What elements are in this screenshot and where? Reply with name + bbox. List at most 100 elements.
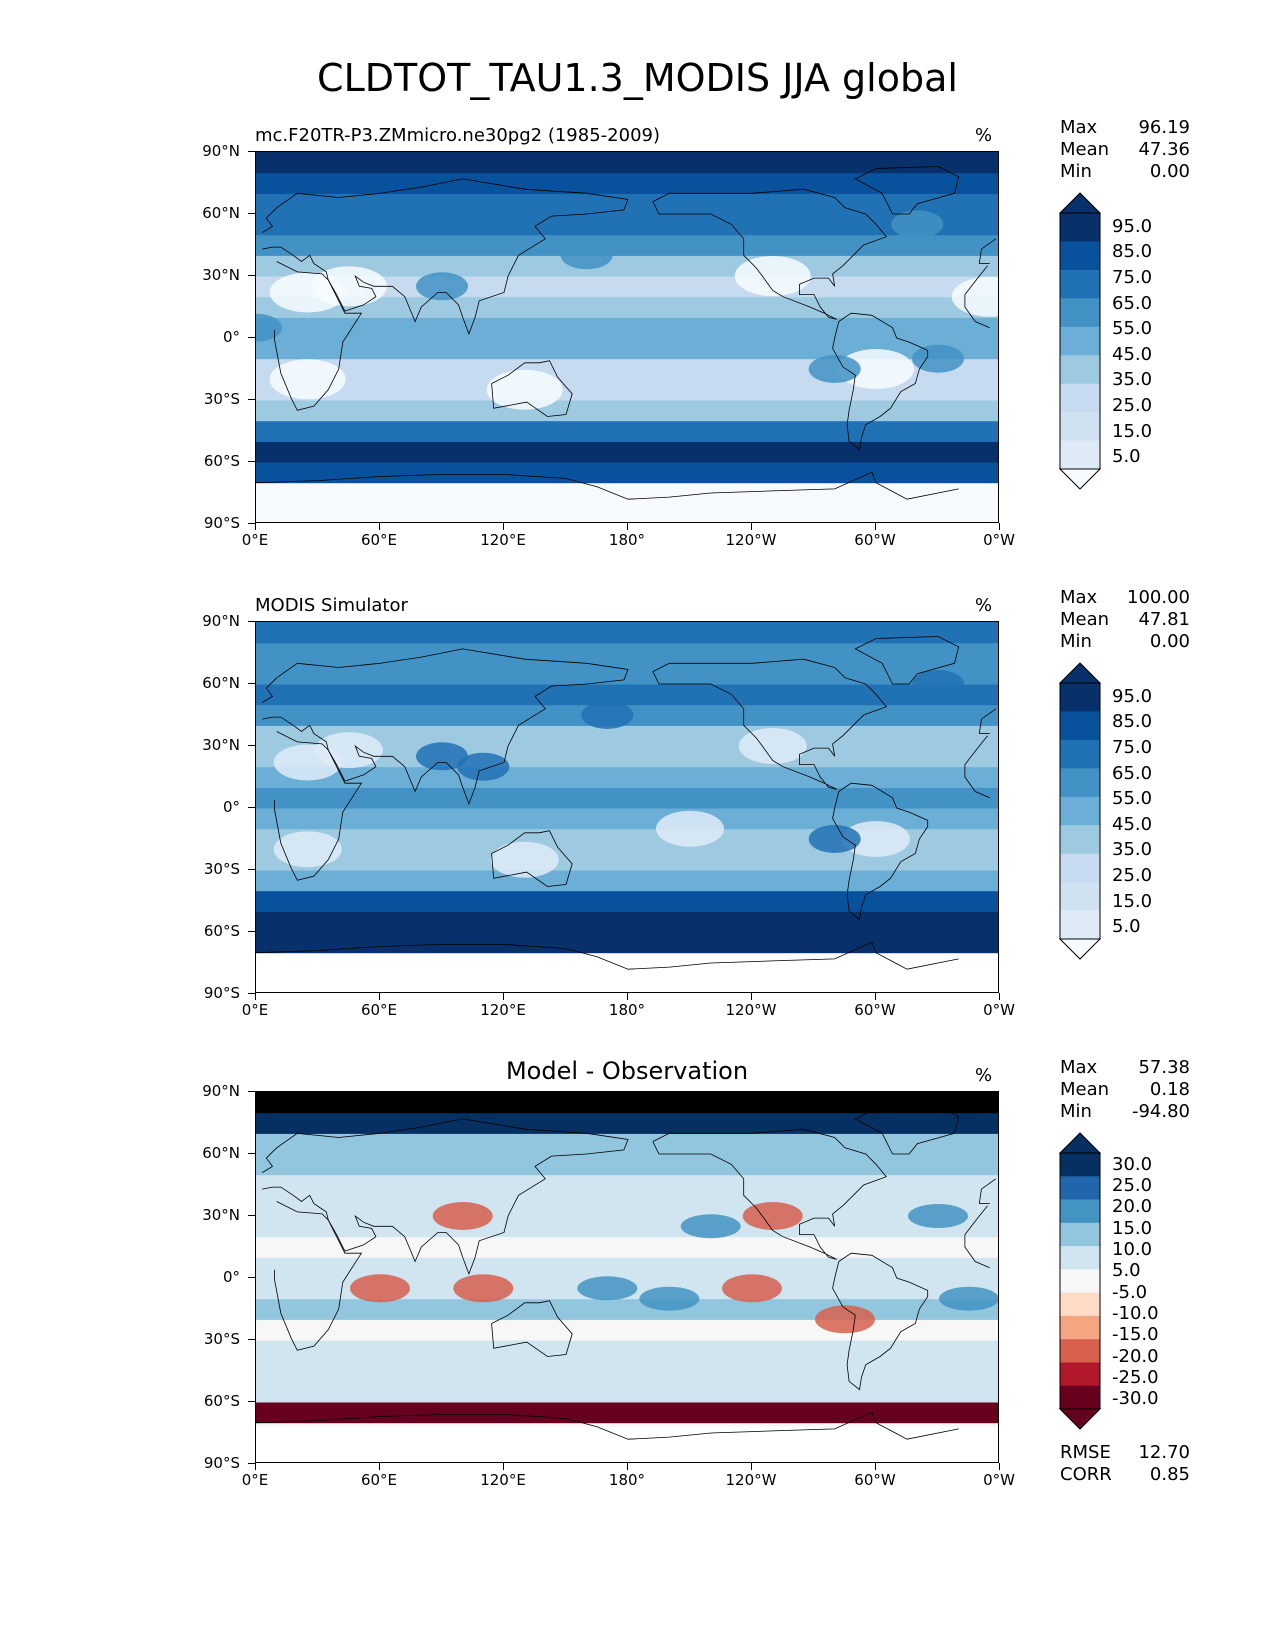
rmse-value: 12.70 xyxy=(1138,1442,1190,1463)
colorbar-segment xyxy=(1060,412,1100,441)
corr-label: CORR xyxy=(1060,1464,1112,1485)
cloudy-region xyxy=(808,825,861,853)
colorbar-segment xyxy=(1060,269,1100,299)
clear-sky-region xyxy=(486,369,563,410)
y-tick-mark xyxy=(248,931,255,932)
stat-min: 0.00 xyxy=(1149,631,1190,652)
zonal-band xyxy=(256,663,998,685)
x-tick-label: 0°W xyxy=(983,1471,1015,1489)
x-tick-mark xyxy=(379,993,380,1000)
y-tick-mark xyxy=(248,745,255,746)
zonal-band xyxy=(256,482,998,504)
x-tick-mark xyxy=(751,523,752,530)
colorbar-segment xyxy=(1060,1315,1100,1340)
clear-sky-region xyxy=(951,276,998,317)
coastline xyxy=(978,238,997,264)
positive-bias-region xyxy=(680,1214,741,1239)
zonal-band xyxy=(256,1319,998,1341)
y-tick-mark xyxy=(248,1277,255,1278)
colorbar-extend-max xyxy=(1058,662,1102,684)
colorbar-tick-label: 75.0 xyxy=(1112,737,1153,758)
cloudy-region xyxy=(416,742,468,771)
zonal-band xyxy=(256,1298,998,1320)
x-tick-label: 0°W xyxy=(983,1001,1015,1019)
stat-mean: 0.18 xyxy=(1149,1079,1190,1100)
x-tick-label: 60°E xyxy=(360,531,398,549)
zonal-band xyxy=(256,642,998,664)
coastline xyxy=(261,648,629,806)
y-tick-label: 30°N xyxy=(202,736,240,754)
map-svg xyxy=(256,1092,998,1462)
colorbar-tick-label: 5.0 xyxy=(1112,916,1141,938)
positive-bias-region xyxy=(908,1204,968,1228)
y-tick-label: 90°N xyxy=(202,1082,240,1100)
coastline xyxy=(978,708,997,734)
x-tick-label: 120°E xyxy=(480,1471,526,1489)
colorbar-segment xyxy=(1060,241,1100,271)
stat-label: Max xyxy=(1060,587,1098,608)
zonal-band xyxy=(256,379,998,401)
x-tick-mark xyxy=(503,993,504,1000)
coastline xyxy=(978,1178,997,1204)
map-plot-area xyxy=(255,151,999,523)
zonal-band xyxy=(256,725,998,747)
coastline xyxy=(854,166,960,215)
stat-min: -94.80 xyxy=(1131,1101,1190,1122)
panel-title: mc.F20TR-P3.ZMmicro.ne30pg2 (1985-2009) xyxy=(255,125,660,146)
colorbar-tick-label: 15.0 xyxy=(1112,420,1153,442)
colorbar-tick-label: 95.0 xyxy=(1112,215,1153,237)
x-tick-label: 0°E xyxy=(241,1001,269,1019)
x-tick-mark xyxy=(627,993,628,1000)
zonal-band xyxy=(256,684,998,706)
stat-label: Max xyxy=(1060,1057,1098,1078)
coastline xyxy=(832,1252,929,1391)
y-tick-mark xyxy=(248,869,255,870)
figure-title: CLDTOT_TAU1.3_MODIS JJA global xyxy=(317,56,958,100)
x-tick-mark xyxy=(875,523,876,530)
stat-label: Mean xyxy=(1060,1079,1110,1100)
zonal-band xyxy=(256,296,998,318)
y-tick-label: 0° xyxy=(222,328,240,346)
colorbar-tick-label: 15.0 xyxy=(1112,890,1153,912)
x-tick-label: 120°W xyxy=(725,1471,777,1489)
corr-value: 0.85 xyxy=(1149,1464,1190,1485)
x-tick-mark xyxy=(999,1463,1000,1470)
coastline xyxy=(652,188,887,320)
x-tick-mark xyxy=(751,1463,752,1470)
coastline xyxy=(261,178,629,336)
positive-bias-region xyxy=(939,1286,998,1311)
zonal-band xyxy=(256,503,998,522)
coastline xyxy=(652,658,887,790)
colorbar-segment xyxy=(1060,768,1100,798)
coastline xyxy=(964,764,990,799)
zonal-band xyxy=(256,462,998,484)
colorbar-segment xyxy=(1060,853,1100,883)
colorbar-segment xyxy=(1060,1292,1100,1317)
x-tick-label: 180° xyxy=(608,1001,646,1019)
colorbar-tick-label: 35.0 xyxy=(1112,369,1153,391)
negative-bias-region xyxy=(742,1202,803,1230)
zonal-band xyxy=(256,234,998,256)
coastline xyxy=(964,735,988,765)
x-tick-mark xyxy=(255,523,256,530)
colorbar-segment xyxy=(1060,355,1100,385)
colorbar-tick-label: 65.0 xyxy=(1112,762,1153,784)
zonal-band xyxy=(256,1195,998,1217)
colorbar-tick-label: 15.0 xyxy=(1112,1217,1153,1239)
colorbar-tick-label: 75.0 xyxy=(1112,267,1153,288)
y-tick-mark xyxy=(248,213,255,214)
colorbar-extend-max xyxy=(1058,192,1102,214)
cloudy-region xyxy=(912,344,964,373)
y-tick-mark xyxy=(248,1215,255,1216)
y-tick-mark xyxy=(248,1091,255,1092)
map-svg xyxy=(256,152,998,522)
coastline xyxy=(964,1205,988,1235)
x-tick-label: 180° xyxy=(608,1471,646,1489)
stat-label: Mean xyxy=(1060,609,1110,630)
zonal-band xyxy=(256,1360,998,1382)
panel-title: MODIS Simulator xyxy=(255,595,408,616)
y-tick-label: 60°S xyxy=(203,1392,240,1410)
cloudy-region xyxy=(457,752,510,781)
zonal-band xyxy=(256,932,998,954)
colorbar-segment xyxy=(1060,825,1100,855)
